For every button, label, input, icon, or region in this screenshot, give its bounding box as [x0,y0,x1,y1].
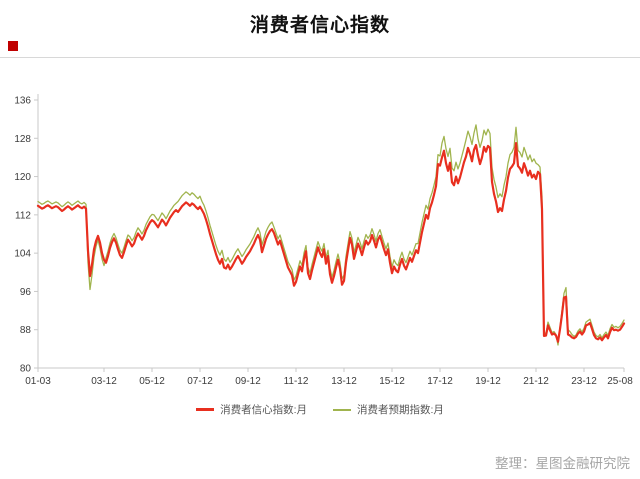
legend-label-confidence: 消费者信心指数:月 [220,404,307,416]
x-axis-label: 05-12 [139,376,165,387]
line-chart: 80 88 96 104 112 120 128 136 01-03 03-12 05-12 07-1… [14,94,633,387]
x-axis-label: 21-12 [523,376,549,387]
series-line [36,141,626,343]
x-axis-label: 11-12 [284,376,309,387]
x-axis-label: 01-03 [25,376,51,387]
y-axis-label: 136 [14,96,31,107]
x-axis-label: 15-12 [379,376,405,387]
x-axis-label: 07-12 [187,376,213,387]
legend-swatch-expectation [333,408,351,411]
y-axis-label: 104 [14,249,31,260]
x-axis-label: 17-12 [427,376,453,387]
x-axis-label: 23-12 [571,376,597,387]
y-axis-label: 96 [20,287,32,298]
chart-legend: 消费者信心指数:月 消费者预期指数:月 [0,402,640,417]
legend-item-confidence: 消费者信心指数:月 [196,402,307,417]
y-axis-label: 120 [14,172,31,183]
y-axis-label: 80 [20,364,32,375]
y-axis-label: 88 [20,325,32,336]
y-axis-label: 112 [15,210,31,221]
legend-item-expectation: 消费者预期指数:月 [333,402,444,417]
x-axis-label: 13-12 [331,376,357,387]
x-axis-label: 09-12 [235,376,261,387]
source-credit: 整理：星图金融研究院 [495,456,630,471]
y-axis-label: 128 [14,134,31,145]
x-axis-label: 19-12 [475,376,501,387]
legend-label-expectation: 消费者预期指数:月 [357,404,444,416]
page-title: 消费者信心指数 [249,15,390,36]
divider [0,57,640,58]
x-axis-label: 03-12 [91,376,117,387]
legend-swatch-confidence [196,408,215,411]
series-line [37,124,625,346]
x-axis-label: 25-08 [607,376,633,387]
accent-marker [8,41,18,51]
